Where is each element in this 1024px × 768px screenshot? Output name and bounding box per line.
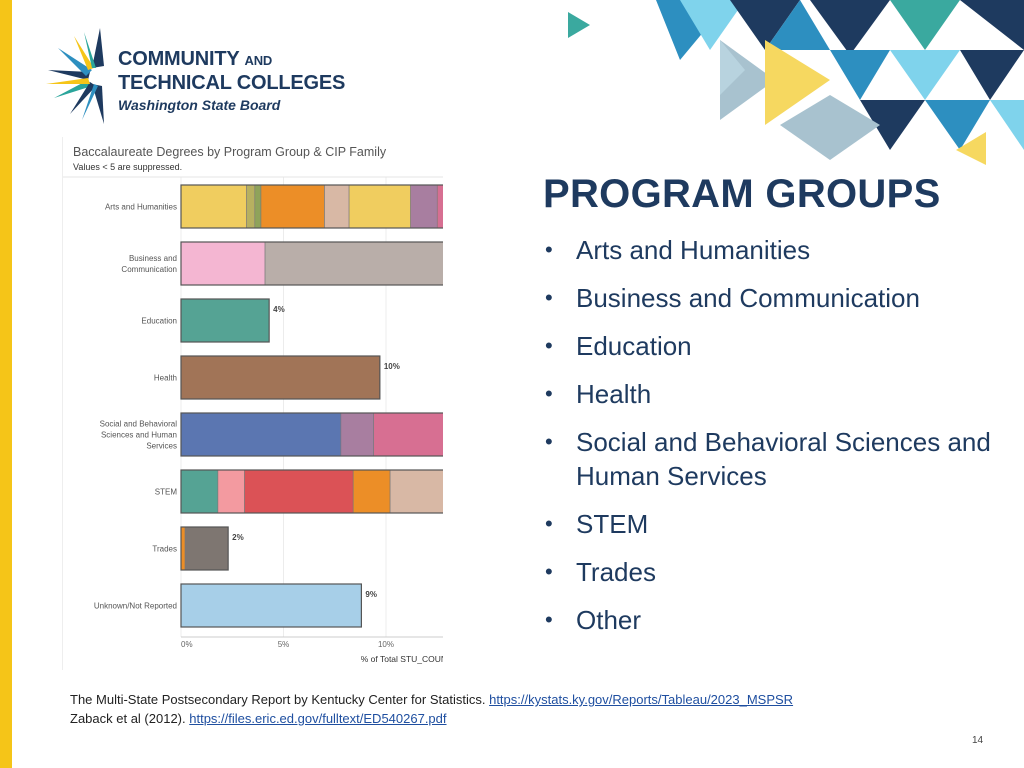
stacked-bar-chart: 0%5%10%15%20%25%% of Total STU_COUNTArts… [63,176,443,664]
list-item: Business and Communication [545,281,1005,315]
citation-text: The Multi-State Postsecondary Report by … [70,692,486,707]
bar-segment [244,469,354,514]
bar-segment [180,355,381,400]
bar-segment [264,241,443,286]
bar-segment [217,469,245,514]
bar-segment [180,583,362,628]
bar-segment [389,469,443,514]
yellow-side-bar [0,0,12,768]
data-label: 9% [365,590,377,599]
list-item: STEM [545,507,1005,541]
bar-segment [246,184,256,229]
bar-segment [184,526,229,571]
category-label: STEM [155,488,178,497]
category-label: Sciences and Human [101,431,177,440]
eric-link[interactable]: https://files.eric.ed.gov/fulltext/ED540… [189,711,447,726]
x-axis-label: % of Total STU_COUNT [361,654,443,664]
bar-segment [340,412,374,457]
category-label: Business and [129,254,177,263]
list-item: Education [545,329,1005,363]
list-item: Trades [545,555,1005,589]
list-item: Health [545,377,1005,411]
bar-segment [436,184,443,229]
x-tick-label: 5% [278,640,290,649]
bar-outline [180,583,362,628]
data-label: 2% [232,533,244,542]
category-label: Social and Behavioral [100,420,178,429]
x-tick-label: 0% [181,640,193,649]
x-tick-label: 10% [378,640,394,649]
bar-outline [180,298,270,343]
bar-segment [180,469,219,514]
program-group-list: Arts and Humanities Business and Communi… [545,233,1005,651]
kystats-link[interactable]: https://kystats.ky.gov/Reports/Tableau/2… [489,692,794,707]
chart-title: Baccalaureate Degrees by Program Group &… [73,145,387,159]
bar-segment [254,184,262,229]
category-label: Health [154,374,177,383]
bar-segment [180,241,266,286]
page-heading: PROGRAM GROUPS [543,172,941,216]
footer-citations: The Multi-State Postsecondary Report by … [70,690,793,728]
category-label: Unknown/Not Reported [94,602,177,611]
citation-text: Zaback et al (2012). [70,711,186,726]
bar-segment [352,469,391,514]
bar-outline [180,241,443,286]
category-label: Education [141,317,177,326]
bar-segment [180,184,247,229]
decorative-triangles [568,0,1024,165]
chart-subtitle: Values < 5 are suppressed. [73,162,183,172]
logo-line-technical-colleges: TECHNICAL COLLEGES [118,72,346,94]
category-label: Arts and Humanities [105,203,177,212]
bar-segment [373,412,443,457]
starburst-logo-icon [46,28,104,124]
category-label: Trades [152,545,177,554]
sbctc-logo: COMMUNITY AND TECHNICAL COLLEGES Washing… [44,26,346,136]
bar-segment [324,184,350,229]
category-label: Communication [121,265,177,274]
page-number: 14 [972,735,984,746]
list-item: Other [545,603,1005,637]
bar-outline [180,184,443,229]
bar-segment [260,184,325,229]
list-item: Social and Behavioral Sciences and Human… [545,425,1005,493]
bar-segment [180,412,342,457]
bar-segment [410,184,438,229]
list-item: Arts and Humanities [545,233,1005,267]
bar-outline [180,469,443,514]
bar-outline [180,355,381,400]
bar-outline [180,526,229,571]
bar-segment [180,298,270,343]
chart-panel: Baccalaureate Degrees by Program Group &… [62,137,443,670]
logo-line-washington: Washington State Board [118,97,281,113]
data-label: 10% [384,362,400,371]
data-label: 4% [273,305,285,314]
logo-line-community: COMMUNITY [118,48,240,70]
bar-segment [348,184,411,229]
category-label: Services [146,442,177,451]
bar-segment [180,526,186,571]
bar-outline [180,412,443,457]
logo-line-and: AND [244,53,273,68]
